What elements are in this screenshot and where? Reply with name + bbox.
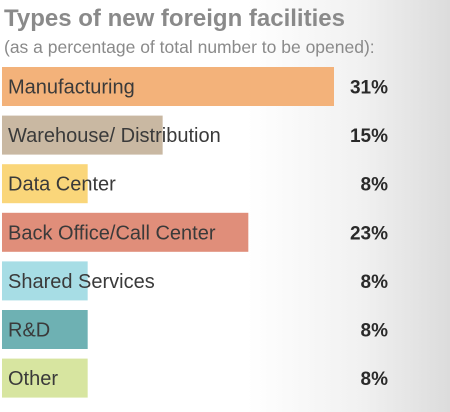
bar-shared-services — [2, 261, 88, 301]
chart-title: Types of new foreign facilities — [4, 5, 345, 32]
category-label-shared-services: Shared Services — [8, 271, 155, 293]
category-label-warehouse-distribution: Warehouse/ Distribution — [8, 125, 221, 147]
bar-back-office-call-center — [2, 212, 249, 252]
value-label-back-office-call-center: 23% — [350, 223, 388, 244]
bar-r-d — [2, 310, 88, 349]
bars-group: Manufacturing 31% Warehouse/ Distribution 1… — [2, 67, 388, 398]
value-label-manufacturing: 31% — [350, 78, 388, 99]
bar-data-center — [2, 164, 88, 204]
value-label-shared-services: 8% — [361, 272, 389, 293]
value-label-other: 8% — [361, 369, 389, 390]
chart-subtitle: (as a percentage of total number to be o… — [4, 37, 375, 57]
value-label-r-d: 8% — [361, 321, 389, 342]
bar-manufacturing — [2, 67, 334, 106]
bar-other — [2, 358, 88, 398]
category-label-manufacturing: Manufacturing — [8, 77, 135, 99]
category-label-data-center: Data Center — [8, 174, 116, 196]
category-label-other: Other — [8, 368, 58, 390]
bar-warehouse-distribution — [2, 115, 163, 155]
value-label-warehouse-distribution: 15% — [350, 126, 388, 147]
value-label-data-center: 8% — [361, 175, 389, 196]
category-label-back-office-call-center: Back Office/Call Center — [8, 222, 216, 244]
category-label-r-d: R&D — [8, 320, 50, 342]
